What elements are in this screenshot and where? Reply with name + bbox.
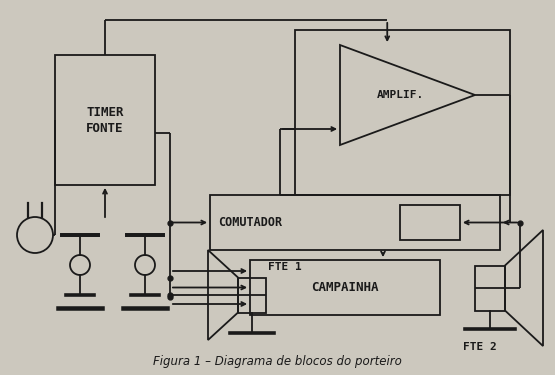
Text: COMUTADOR: COMUTADOR <box>218 216 282 229</box>
Text: TIMER
FONTE: TIMER FONTE <box>86 105 124 135</box>
Text: Figura 1 – Diagrama de blocos do porteiro: Figura 1 – Diagrama de blocos do porteir… <box>153 355 401 368</box>
Text: FTE 2: FTE 2 <box>463 342 497 352</box>
Bar <box>295 30 510 195</box>
Text: AMPLIF.: AMPLIF. <box>377 90 425 100</box>
Bar <box>210 195 500 250</box>
Bar <box>55 55 155 185</box>
Bar <box>250 260 440 315</box>
Text: CAMPAINHA: CAMPAINHA <box>311 281 379 294</box>
Bar <box>400 205 460 240</box>
Bar <box>475 266 505 310</box>
Bar <box>238 278 266 312</box>
Text: FTE 1: FTE 1 <box>268 262 302 273</box>
